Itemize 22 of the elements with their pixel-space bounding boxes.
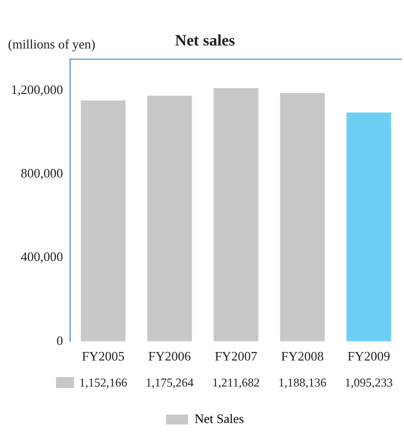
bar xyxy=(80,100,126,342)
bar xyxy=(280,93,325,342)
data-label: 1,211,682 xyxy=(212,376,260,390)
chart-title: Net sales xyxy=(175,32,235,50)
x-tick-label: FY2006 xyxy=(148,348,192,364)
x-tick-label: FY2008 xyxy=(281,348,324,364)
data-label: 1,152,166 xyxy=(79,376,128,390)
x-tick-label: FY2005 xyxy=(82,348,125,364)
legend-label: Net Sales xyxy=(194,410,244,426)
bar xyxy=(214,88,258,342)
y-tick-label: 800,000 xyxy=(20,166,63,181)
data-label: 1,175,264 xyxy=(146,376,194,390)
bar xyxy=(346,112,392,342)
y-tick-label: 0 xyxy=(56,332,63,348)
data-label: 1,188,136 xyxy=(278,376,326,390)
y-tick-label: 400,000 xyxy=(20,249,63,264)
y-axis-title: (millions of yen) xyxy=(8,36,96,52)
bar xyxy=(147,96,192,342)
data-label: 1,095,233 xyxy=(344,376,393,390)
x-tick-label: FY2007 xyxy=(214,348,258,364)
x-tick-label: FY2009 xyxy=(347,348,390,364)
y-tick-label: 1,200,000 xyxy=(11,82,63,97)
